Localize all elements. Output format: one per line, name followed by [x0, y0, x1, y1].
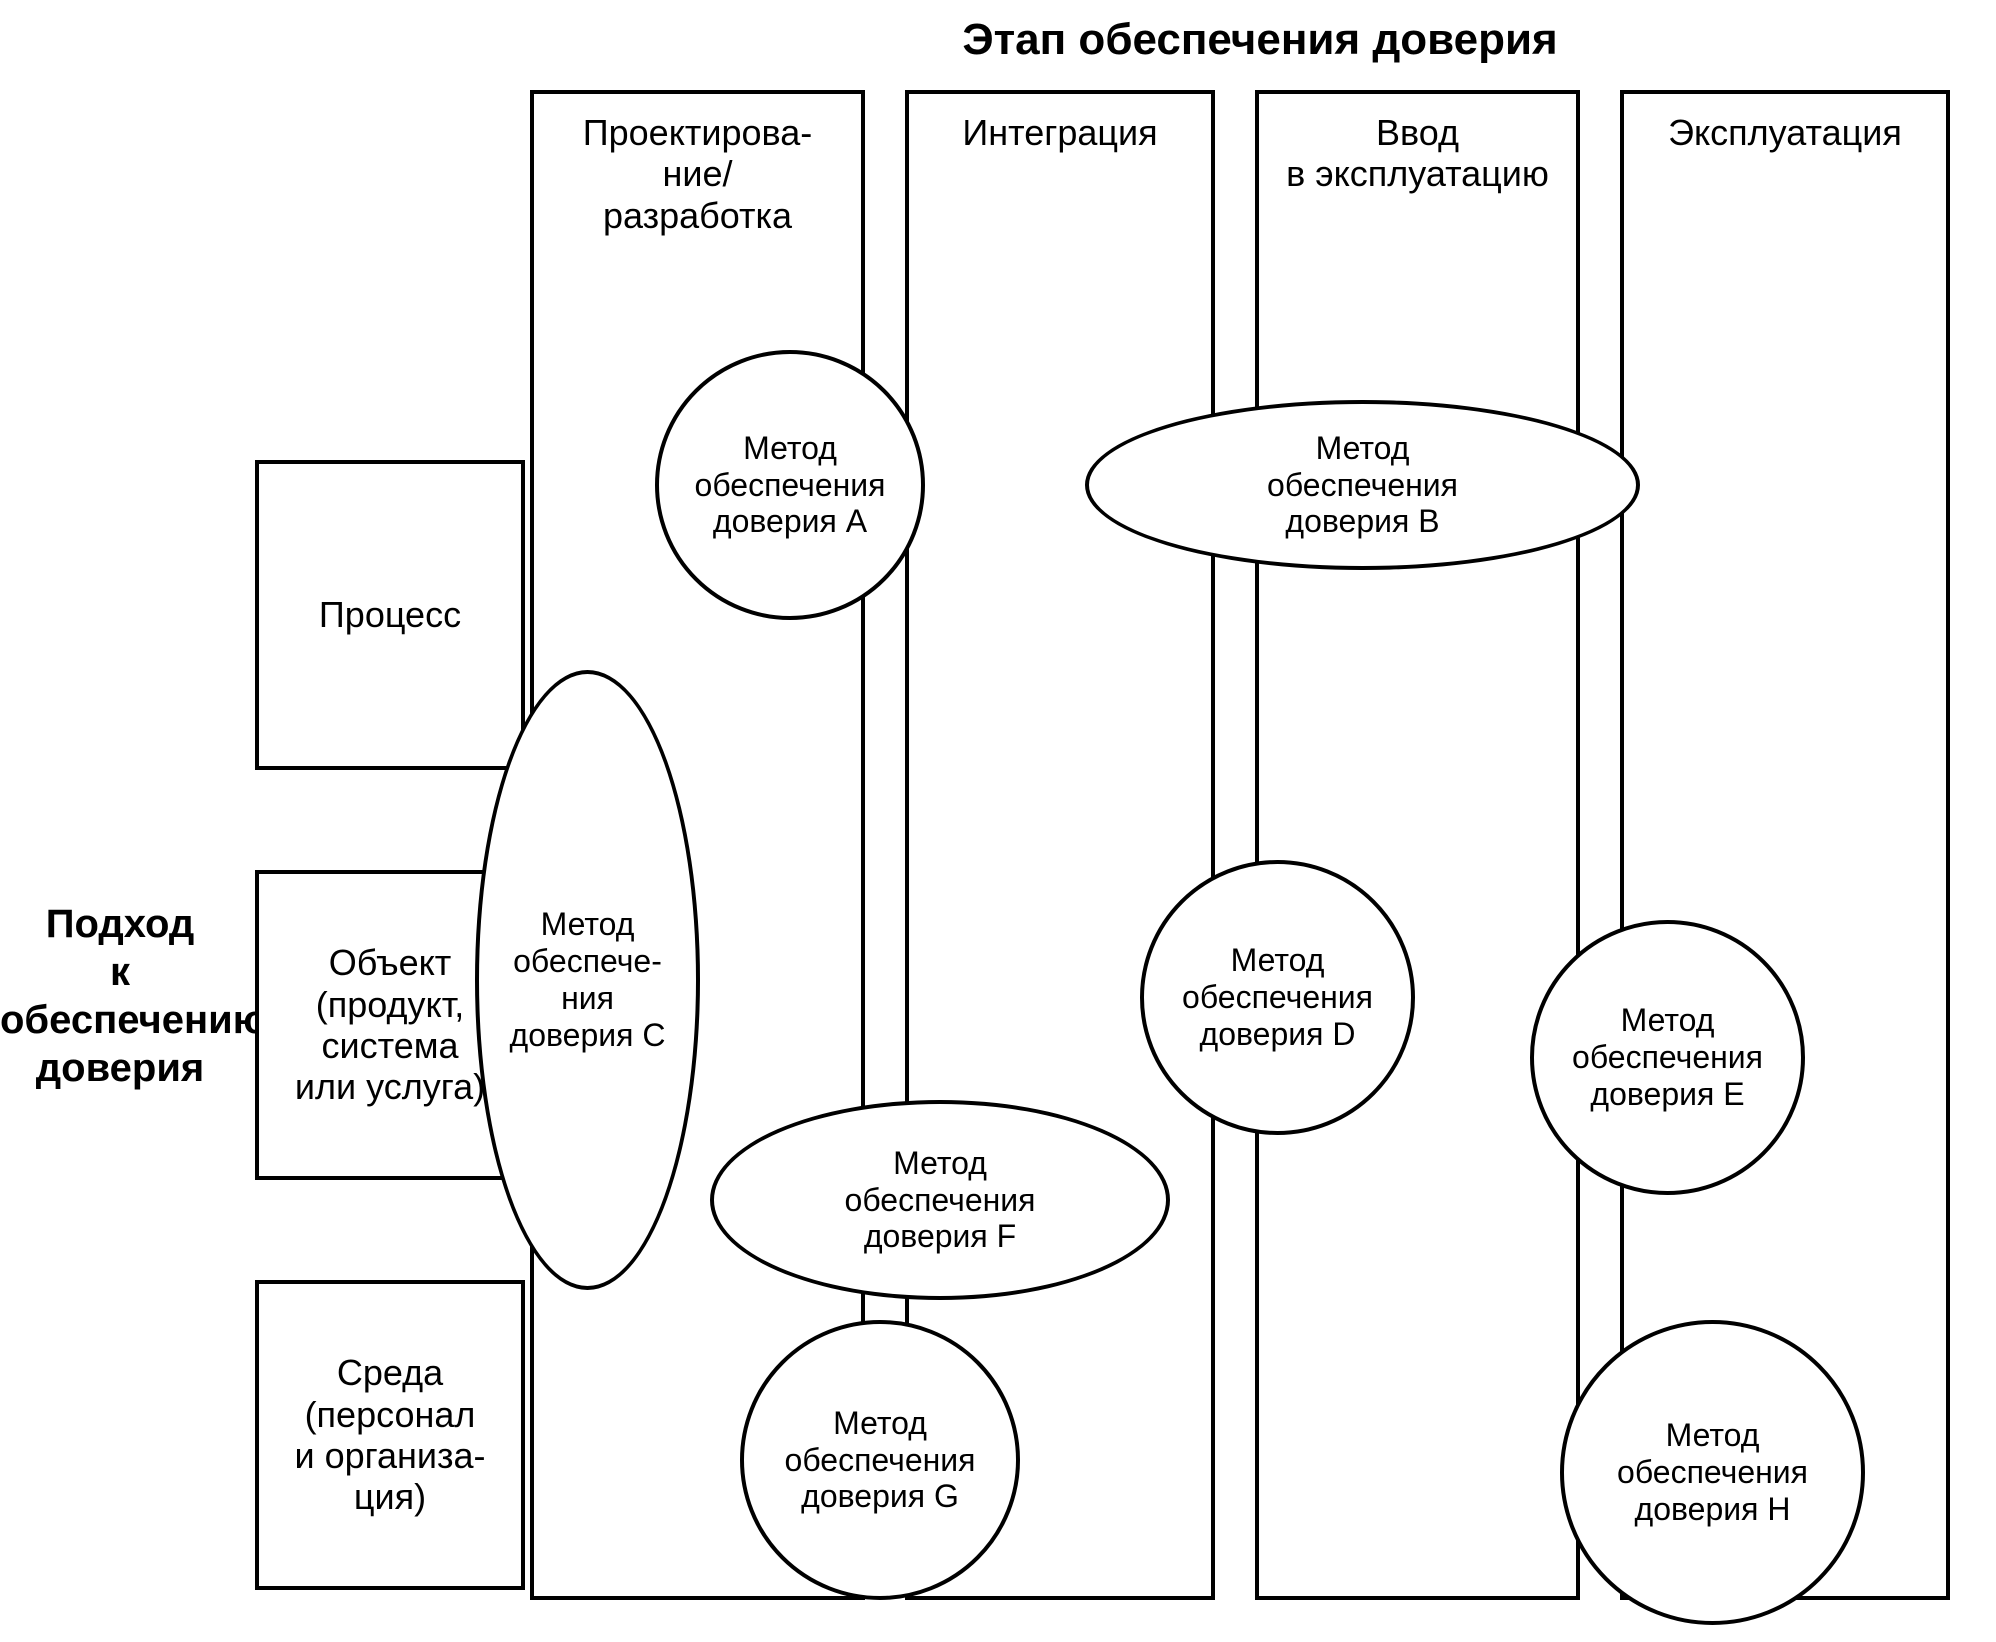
method-c: Метод обеспече- ния доверия C	[475, 670, 700, 1290]
diagram-stage: Этап обеспечения доверия Подход к обеспе…	[0, 0, 1996, 1642]
method-d: Метод обеспечения доверия D	[1140, 860, 1415, 1135]
column-integration-label: Интеграция	[962, 112, 1157, 153]
side-axis-label: Подход к обеспечению доверия	[0, 900, 240, 1092]
row-process: Процесс	[255, 460, 525, 770]
diagram-title: Этап обеспечения доверия	[560, 15, 1960, 65]
method-f: Метод обеспечения доверия F	[710, 1100, 1170, 1300]
column-deployment-label: Ввод в эксплуатацию	[1286, 112, 1549, 195]
method-e: Метод обеспечения доверия E	[1530, 920, 1805, 1195]
method-b: Метод обеспечения доверия B	[1085, 400, 1640, 570]
method-g: Метод обеспечения доверия G	[740, 1320, 1020, 1600]
column-operation-label: Эксплуатация	[1668, 112, 1902, 153]
column-design-label: Проектирова- ние/ разработка	[583, 112, 812, 236]
method-a: Метод обеспечения доверия A	[655, 350, 925, 620]
row-environment: Среда (персонал и организа- ция)	[255, 1280, 525, 1590]
method-h: Метод обеспечения доверия H	[1560, 1320, 1865, 1625]
column-deployment: Ввод в эксплуатацию	[1255, 90, 1580, 1600]
